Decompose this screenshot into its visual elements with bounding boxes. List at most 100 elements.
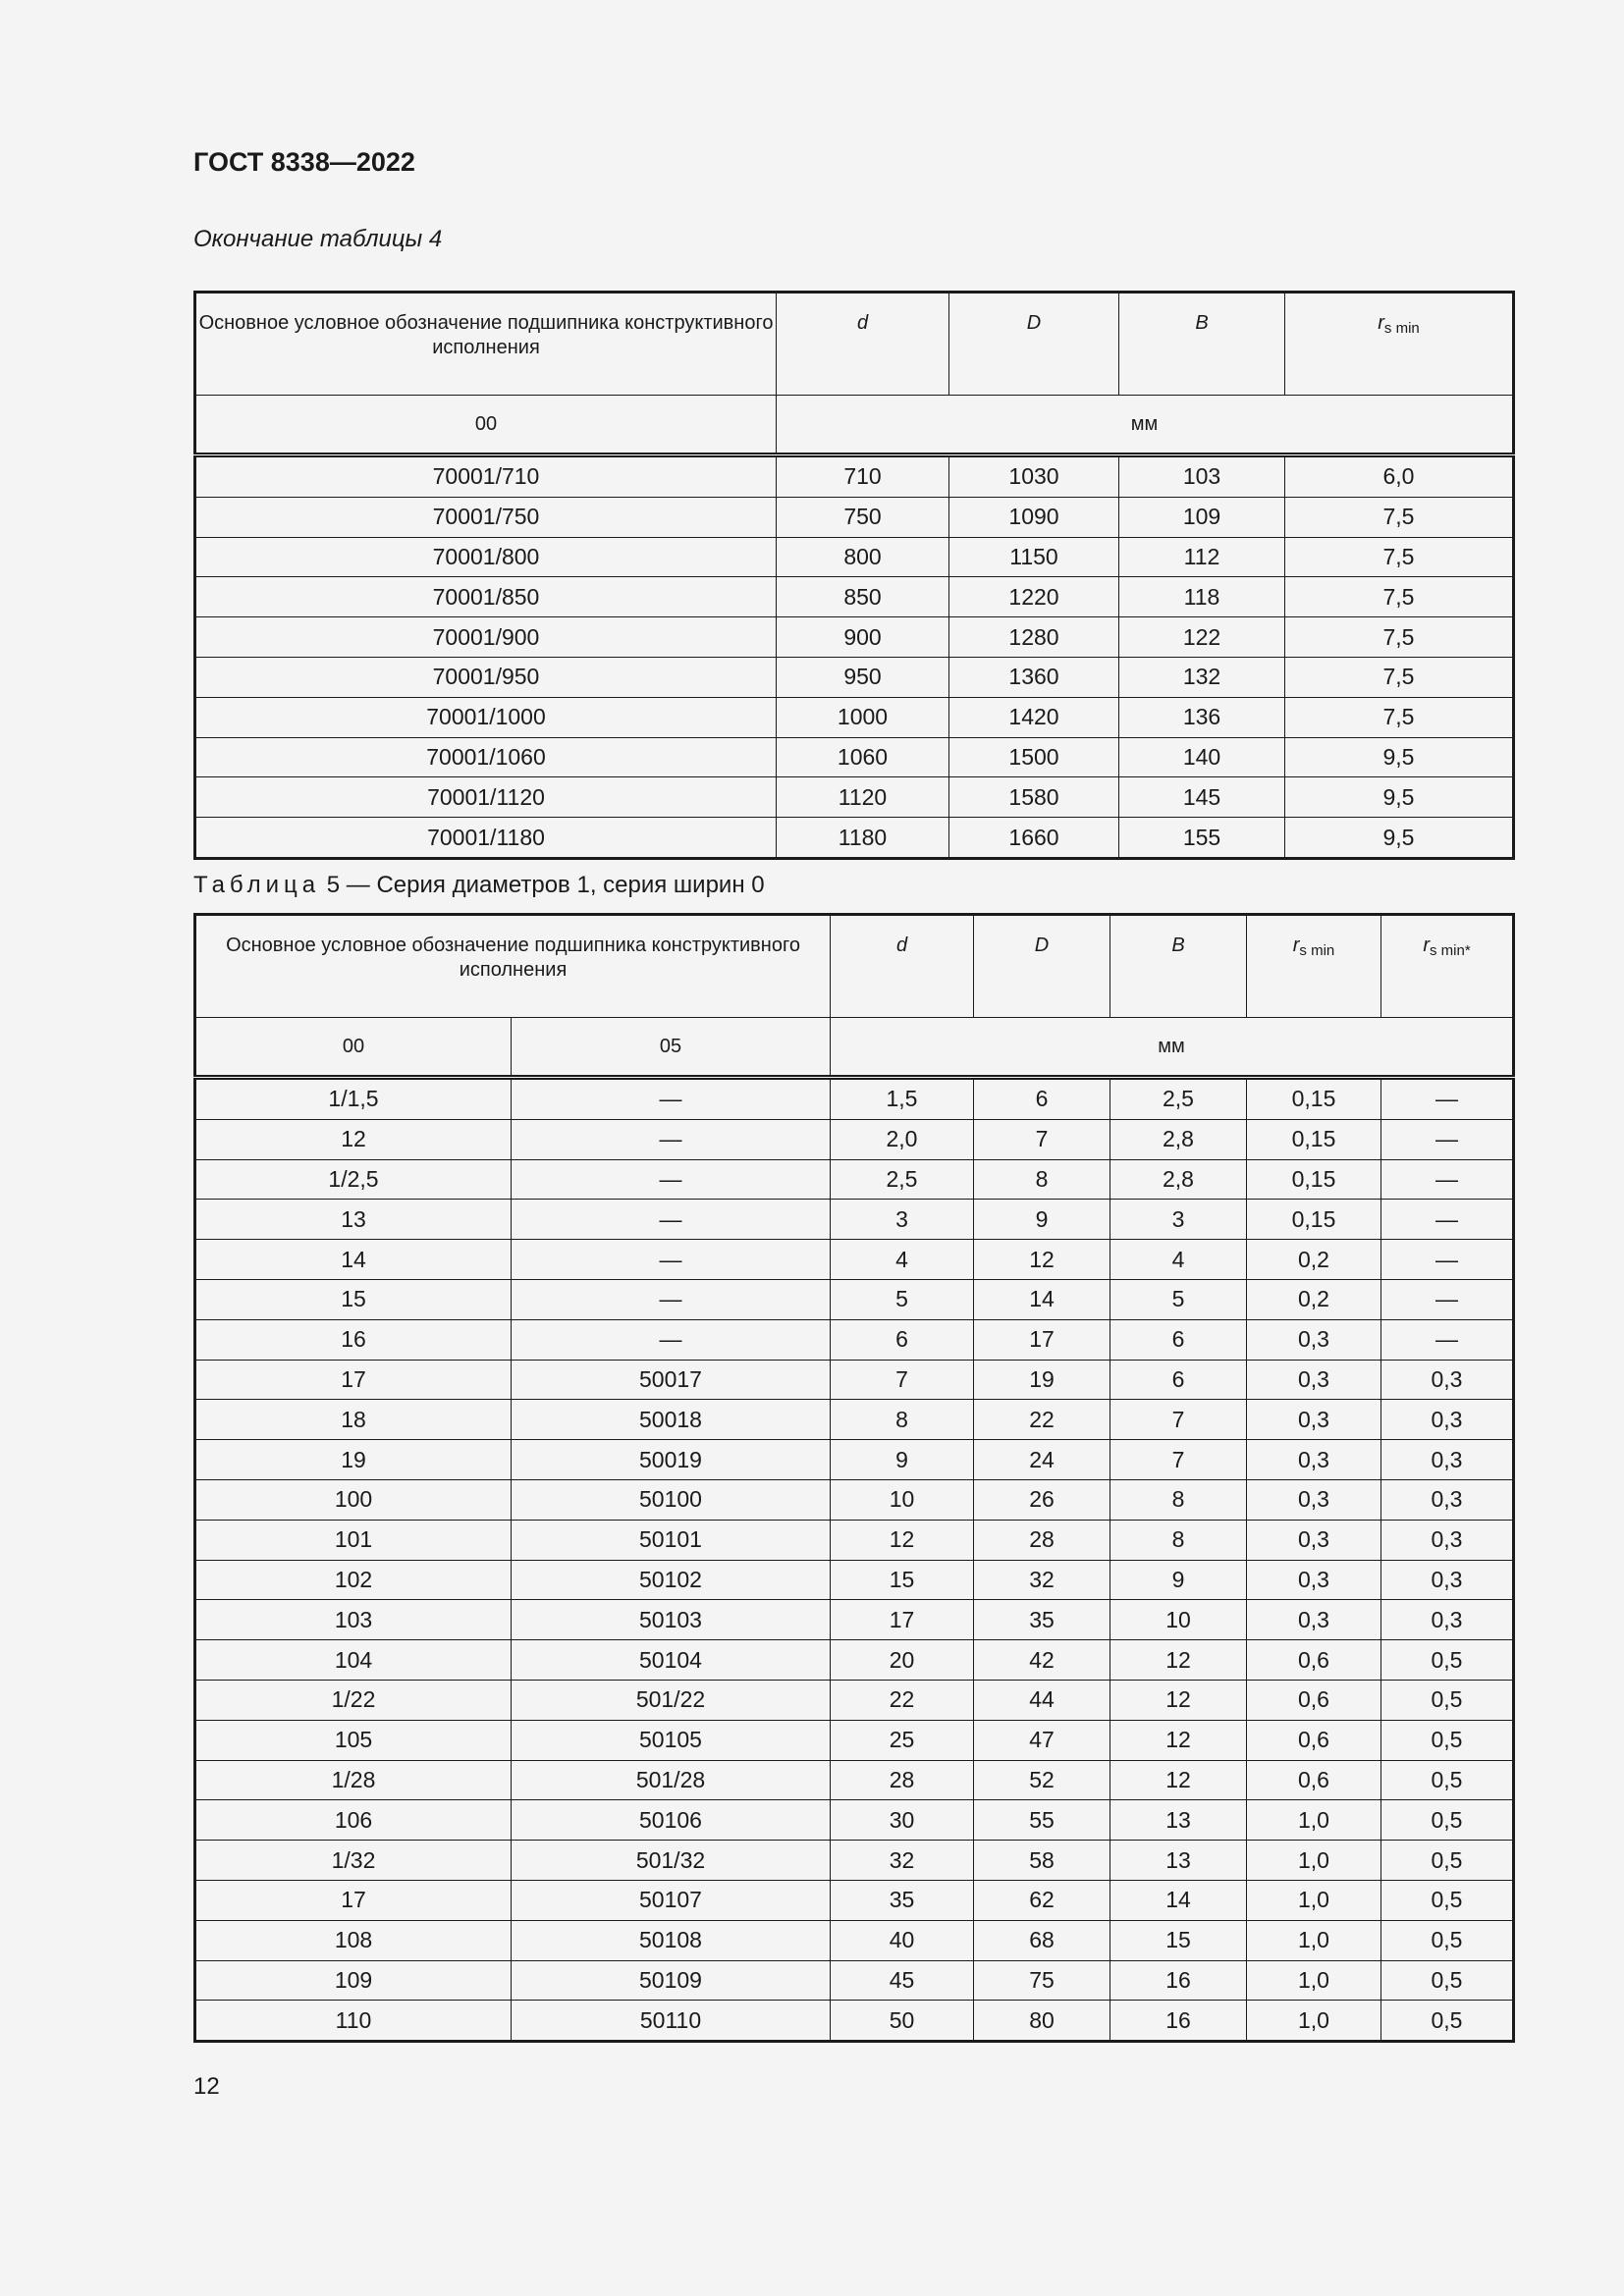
table-cell: 4 (830, 1239, 974, 1280)
table-cell: 50018 (511, 1399, 831, 1441)
table-row: 101 50101 12 28 8 0,3 0,3 (194, 1519, 1514, 1561)
table-cell: 50 (830, 2000, 974, 2043)
table-cell: 50100 (511, 1478, 831, 1521)
table-cell: 22 (973, 1399, 1110, 1441)
table-cell: 19 (194, 1439, 512, 1480)
table-row: 1/1,5—1,5 6 2,5 0,15— (194, 1077, 1514, 1120)
table-cell: 0,6 (1246, 1679, 1381, 1721)
table-cell: 62 (973, 1879, 1110, 1921)
table-cell: 70001/900 (194, 616, 777, 658)
table-row: 13—3 9 3 0,15— (194, 1199, 1514, 1241)
table-5-caption-label: Таблица (193, 872, 321, 898)
table-cell: 2,5 (830, 1158, 974, 1201)
table-cell: 15 (1110, 1919, 1247, 1961)
table-cell: 1/32 (194, 1840, 512, 1881)
table-cell: 70001/1060 (194, 736, 777, 778)
table-cell: 112 (1118, 536, 1285, 578)
header-r: r (1378, 312, 1384, 334)
table-cell: 16 (194, 1318, 512, 1361)
header-designation: Основное условное обозначение подшипника… (194, 292, 777, 396)
table-cell: 0,3 (1380, 1478, 1514, 1521)
table-cell: 6 (830, 1318, 974, 1361)
table-row: 100 50100 10 26 8 0,3 0,3 (194, 1478, 1514, 1521)
table-cell: 1/1,5 (194, 1077, 512, 1120)
table-cell: 7 (830, 1359, 974, 1401)
table-cell: 9,5 (1284, 776, 1514, 819)
table-cell: 10 (1110, 1599, 1247, 1641)
table-cell: 0,3 (1246, 1559, 1381, 1601)
table-row: 105 50105 25 47 12 0,6 0,5 (194, 1719, 1514, 1761)
table-cell: 101 (194, 1519, 512, 1561)
table-cell: 70001/1120 (194, 776, 777, 819)
table-cell: 850 (776, 576, 949, 618)
header-r-sub-star: s min* (1429, 942, 1471, 959)
table-row: 14—4 12 4 0,2— (194, 1239, 1514, 1280)
table-cell: 24 (973, 1439, 1110, 1480)
table-cell: 50108 (511, 1919, 831, 1961)
table-row: 1/28 501/28 28 52 12 0,6 0,5 (194, 1759, 1514, 1801)
table-cell: 8 (973, 1158, 1110, 1201)
table-cell: — (1380, 1158, 1514, 1201)
table-cell: 75 (973, 1959, 1110, 2002)
table-cell: 35 (830, 1879, 974, 1921)
table-cell: 12 (830, 1519, 974, 1561)
header-designation: Основное условное обозначение подшипника… (194, 914, 831, 1018)
table-cell: 25 (830, 1719, 974, 1761)
table-row: 70001/710 710 1030 103 6,0 (194, 454, 1514, 498)
table-cell: 50106 (511, 1799, 831, 1842)
table-cell: 15 (830, 1559, 974, 1601)
table-row: 1/22 501/22 22 44 12 0,6 0,5 (194, 1679, 1514, 1721)
table-cell: 4 (1110, 1239, 1247, 1280)
table-cell: 1220 (948, 576, 1119, 618)
table-cell: 1280 (948, 616, 1119, 658)
table-cell: 0,5 (1380, 1639, 1514, 1681)
table-cell: 47 (973, 1719, 1110, 1761)
table-cell: 1/2,5 (194, 1158, 512, 1201)
table-cell: 1420 (948, 696, 1119, 738)
table-cell: 1580 (948, 776, 1119, 819)
table-cell: 18 (194, 1399, 512, 1441)
table-cell: 110 (194, 2000, 512, 2043)
table-cell: 109 (1118, 496, 1285, 538)
table-row: 108 50108 40 68 15 1,0 0,5 (194, 1919, 1514, 1961)
table-cell: 104 (194, 1639, 512, 1681)
table-cell: 1,0 (1246, 1799, 1381, 1842)
units-series: 00 (194, 395, 777, 457)
table-cell: 50019 (511, 1439, 831, 1480)
table-cell: 103 (1118, 454, 1285, 498)
table-cell: 58 (973, 1840, 1110, 1881)
table-cell: 0,15 (1246, 1158, 1381, 1201)
table-cell: 155 (1118, 817, 1285, 859)
table-row: 70001/1060 1060 1500 140 9,5 (194, 736, 1514, 778)
table-cell: 70001/1180 (194, 817, 777, 859)
table-cell: 13 (1110, 1799, 1247, 1842)
table-cell: 132 (1118, 656, 1285, 698)
table-cell: 44 (973, 1679, 1110, 1721)
table-4-header-row: Основное условное обозначение подшипника… (194, 292, 1514, 396)
table-cell: 7,5 (1284, 656, 1514, 698)
table-cell: 26 (973, 1478, 1110, 1521)
table-cell: 7 (1110, 1399, 1247, 1441)
table-4-continuation-caption: Окончание таблицы 4 (193, 226, 443, 252)
table-cell: 2,5 (1110, 1077, 1247, 1120)
table-cell: 2,8 (1110, 1118, 1247, 1160)
header-r-s-min-star: rs min* (1380, 914, 1514, 1018)
table-cell: 1000 (776, 696, 949, 738)
table-cell: 1060 (776, 736, 949, 778)
table-cell: 0,3 (1246, 1318, 1381, 1361)
table-cell: 7 (973, 1118, 1110, 1160)
table-cell: 122 (1118, 616, 1285, 658)
table-5-body: 1/1,5—1,5 6 2,5 0,15—12—2,0 7 2,8 0,15—1/2,5—2… (194, 1077, 1514, 2043)
table-cell: 1660 (948, 817, 1119, 859)
document-title: ГОСТ 8338—2022 (193, 147, 415, 177)
units-mm: мм (776, 395, 1514, 457)
table-5-caption: Таблица 5 — Серия диаметров 1, серия шир… (193, 872, 765, 899)
table-cell: 32 (973, 1559, 1110, 1601)
table-cell: 40 (830, 1919, 974, 1961)
table-row: 70001/1000 1000 1420 136 7,5 (194, 696, 1514, 738)
table-cell: 0,3 (1380, 1359, 1514, 1401)
table-row: 103 50103 17 35 10 0,3 0,3 (194, 1599, 1514, 1641)
table-cell: — (1380, 1118, 1514, 1160)
units-series-00: 00 (194, 1017, 512, 1080)
table-cell: 17 (194, 1879, 512, 1921)
